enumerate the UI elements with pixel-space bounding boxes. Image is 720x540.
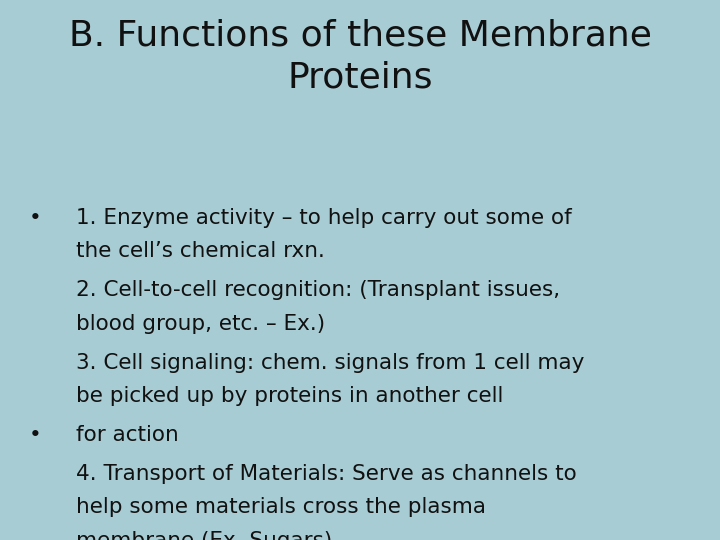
Text: 2. Cell-to-cell recognition: (Transplant issues,: 2. Cell-to-cell recognition: (Transplant… xyxy=(76,280,559,300)
Text: •: • xyxy=(29,208,42,228)
Text: for action: for action xyxy=(76,425,179,445)
Text: be picked up by proteins in another cell: be picked up by proteins in another cell xyxy=(76,386,503,406)
Text: the cell’s chemical rxn.: the cell’s chemical rxn. xyxy=(76,241,325,261)
Text: 4. Transport of Materials: Serve as channels to: 4. Transport of Materials: Serve as chan… xyxy=(76,464,576,484)
Text: B. Functions of these Membrane
Proteins: B. Functions of these Membrane Proteins xyxy=(68,19,652,95)
Text: membrane (Ex. Sugars): membrane (Ex. Sugars) xyxy=(76,531,332,540)
Text: •: • xyxy=(29,425,42,445)
Text: help some materials cross the plasma: help some materials cross the plasma xyxy=(76,497,485,517)
Text: 3. Cell signaling: chem. signals from 1 cell may: 3. Cell signaling: chem. signals from 1 … xyxy=(76,353,584,373)
Text: 1. Enzyme activity – to help carry out some of: 1. Enzyme activity – to help carry out s… xyxy=(76,208,572,228)
Text: blood group, etc. – Ex.): blood group, etc. – Ex.) xyxy=(76,314,325,334)
